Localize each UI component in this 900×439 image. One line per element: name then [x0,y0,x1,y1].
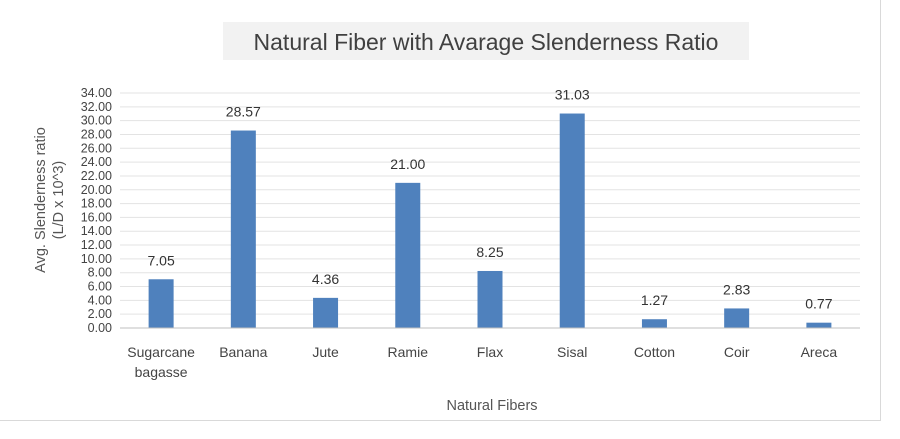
x-tick-label: Jute [312,344,339,360]
chart-title-background [223,22,749,60]
y-axis-label-line-1: Avg. Slenderness ratio [33,127,49,273]
y-tick-label: 16.00 [81,210,112,224]
data-label: 7.05 [147,252,174,268]
y-tick-label: 28.00 [81,127,112,141]
bar [559,113,585,328]
bar [724,308,750,328]
x-axis-categories: Sugarcane bagasse Banana Jute Ramie Flax Sisal… [127,344,837,380]
y-tick-label: 22.00 [81,169,112,183]
x-tick-label: Coir [724,344,750,360]
y-tick-label: 20.00 [81,183,112,197]
y-axis-label: Avg. Slenderness ratio (L/D x 10^3) [33,127,67,273]
y-tick-label: 18.00 [81,197,112,211]
y-tick-label: 6.00 [88,280,112,294]
x-tick-label: Cotton [634,344,675,360]
y-axis-ticks: 0.002.004.006.008.0010.0012.0014.0016.00… [81,86,112,335]
data-label: 28.57 [226,104,261,120]
data-label: 21.00 [390,156,425,172]
data-label: 0.77 [805,296,832,312]
y-tick-label: 12.00 [81,238,112,252]
y-tick-label: 8.00 [88,266,112,280]
x-tick-label: Sugarcane [127,344,195,360]
y-tick-label: 4.00 [88,293,112,307]
data-label: 31.03 [555,87,590,103]
bar [313,297,339,328]
bar [230,130,256,328]
y-tick-label: 10.00 [81,252,112,266]
data-label: 2.83 [723,281,750,297]
x-tick-label: Ramie [388,344,429,360]
chart-frame [0,0,881,421]
y-tick-label: 0.00 [88,321,112,335]
y-tick-label: 24.00 [81,155,112,169]
bars [148,113,832,328]
x-tick-label: Areca [801,344,838,360]
bar [806,322,832,328]
data-label: 4.36 [312,271,339,287]
y-tick-label: 2.00 [88,307,112,321]
y-tick-label: 26.00 [81,141,112,155]
x-tick-label: Flax [477,344,503,360]
bar [395,182,421,328]
data-label: 1.27 [641,292,668,308]
data-labels: 7.05 28.57 4.36 21.00 8.25 31.03 1.27 2.83 0.77 [147,87,832,312]
y-tick-label: 14.00 [81,224,112,238]
chart-title: Natural Fiber with Avarage Slenderness R… [254,29,719,55]
x-tick-label: Sisal [557,344,587,360]
y-tick-label: 32.00 [81,100,112,114]
bar [641,319,667,328]
bar [477,270,503,328]
data-label: 8.25 [476,244,503,260]
x-tick-label: Banana [219,344,267,360]
y-tick-label: 34.00 [81,86,112,100]
y-tick-label: 30.00 [81,114,112,128]
x-tick-label: bagasse [135,364,188,380]
bar [148,279,174,328]
y-axis-label-line-2: (L/D x 10^3) [51,161,67,240]
x-axis-label: Natural Fibers [446,398,537,414]
